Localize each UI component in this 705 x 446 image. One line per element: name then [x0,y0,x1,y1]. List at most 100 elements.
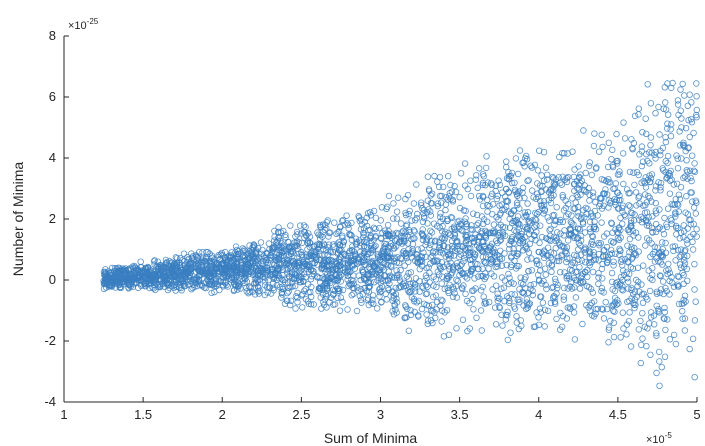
data-point [504,308,511,315]
data-point [677,86,684,93]
data-point [479,283,486,291]
data-point [303,257,310,265]
data-point [393,215,401,222]
data-point [670,181,677,188]
data-point [405,226,413,234]
data-point [510,303,518,310]
data-point [357,276,364,284]
data-point [219,278,227,286]
data-point [530,323,538,330]
data-point [583,210,590,217]
x-tick-label: 2.5 [292,407,310,422]
data-point [521,276,528,283]
data-point [666,336,674,343]
data-point [536,277,543,284]
data-point [610,258,617,265]
data-point [651,321,658,328]
data-point [465,244,472,252]
data-point [514,201,521,209]
data-point [523,299,530,306]
data-point [206,258,214,265]
data-point [603,305,611,313]
data-point [675,208,682,215]
data-point [693,233,700,240]
data-point [405,327,412,334]
data-point [559,323,566,330]
data-point [491,230,498,237]
data-point [571,336,579,343]
data-point [685,144,692,152]
data-point [334,229,341,236]
data-point [590,252,598,259]
data-point [506,241,513,248]
data-point [541,265,549,272]
data-point [674,273,682,280]
data-point [657,286,665,293]
data-point [387,254,395,261]
data-point [470,306,477,313]
data-point [383,240,390,248]
data-point [574,185,581,192]
data-point [605,324,613,331]
data-point [628,295,635,302]
data-point [339,216,347,224]
data-point [677,252,685,259]
data-point [469,295,476,303]
data-point [171,278,178,285]
data-point [330,301,337,308]
data-point [561,227,568,234]
data-point [524,177,531,185]
data-point [418,230,425,237]
data-point [673,180,681,187]
data-points [100,79,700,389]
data-point [307,276,315,283]
data-point [275,265,282,273]
data-point [617,273,625,281]
data-point [102,266,109,273]
data-point [613,130,620,138]
data-point [551,275,559,283]
data-point [624,242,631,249]
data-point [304,239,311,246]
data-point [270,280,277,287]
data-point [633,168,641,176]
data-point [675,283,682,290]
data-point [520,159,527,166]
data-point [614,189,622,196]
data-point [254,262,261,270]
data-point [490,246,497,253]
data-point [570,309,578,316]
data-point [297,222,304,229]
data-point [480,220,487,227]
data-point [529,217,536,224]
data-point [397,220,405,227]
data-point [518,279,525,286]
data-point [324,274,331,281]
data-point [688,99,695,106]
data-point [595,270,602,277]
data-point [335,272,343,279]
data-point [608,155,615,163]
data-point [653,369,660,377]
data-point [619,309,626,316]
data-point [693,113,700,121]
data-point [659,226,666,233]
data-point [590,193,597,200]
data-point [657,151,664,159]
y-ticks: -4 -2 0 2 4 6 8 [44,28,69,409]
data-point [191,264,199,271]
data-point [656,131,663,138]
data-point [551,294,559,301]
data-point [527,285,534,293]
data-point [297,267,305,274]
data-point [544,244,552,251]
data-point [680,174,687,182]
data-point [208,252,216,259]
data-point [507,210,515,218]
data-point [413,254,421,261]
data-point [449,196,456,203]
data-point [222,278,229,285]
data-point [428,229,436,236]
data-point [357,242,364,249]
